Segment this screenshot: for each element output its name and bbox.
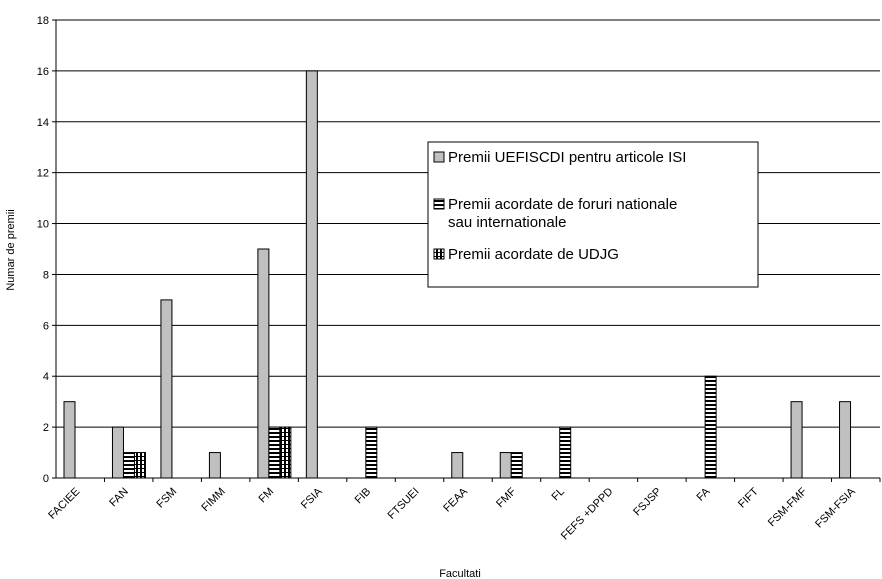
y-tick-label: 14	[37, 117, 49, 129]
bar-fsm-fsia-series-1	[839, 401, 852, 479]
y-tick-label: 2	[43, 422, 49, 434]
x-tick-label: FSM	[154, 486, 179, 511]
x-tick-label: FA	[694, 485, 712, 503]
legend-swatch-foruri	[433, 198, 445, 210]
x-tick-label: FSJSP	[631, 486, 664, 519]
x-axis-title: Facultati	[439, 568, 481, 579]
legend-label-uefiscdi: Premii UEFISCDI pentru articole ISI	[448, 149, 686, 166]
x-tick-label: FM	[257, 486, 277, 506]
bar-fm-series-3	[279, 426, 292, 479]
bar-fsia-series-1	[305, 70, 318, 479]
bar-fsm-fmf-series-1	[790, 401, 803, 479]
axes	[52, 19, 881, 482]
bar-fm-series-2	[268, 426, 281, 479]
x-tick-label: FSM-FMF	[766, 485, 810, 529]
legend-label-foruri-line2: sau internationale	[448, 214, 566, 231]
legend-swatch-udjg	[433, 248, 445, 260]
y-tick-label: 18	[37, 15, 49, 27]
y-tick-label: 4	[43, 371, 49, 383]
bar-feaa-series-1	[451, 452, 464, 479]
legend-swatch-uefiscdi	[433, 151, 445, 163]
bar-faciee-series-1	[63, 401, 76, 479]
y-axis-title: Numar de premii	[5, 209, 17, 290]
x-tick-label: FAN	[107, 486, 131, 510]
bar-fmf-series-1	[499, 452, 512, 479]
bar-fmf-series-2	[510, 452, 523, 479]
x-tick-label: FSIA	[299, 485, 325, 511]
legend-label-udjg: Premii acordate de UDJG	[448, 246, 619, 263]
bar-fl-series-2	[559, 426, 572, 479]
x-tick-label: FTSUEI	[385, 486, 421, 522]
bar-fm-series-1	[257, 248, 270, 479]
y-tick-label: 12	[37, 168, 49, 180]
x-tick-label: FL	[549, 486, 567, 504]
x-tick-label: FIMM	[199, 486, 227, 514]
y-tick-label: 6	[43, 320, 49, 332]
y-tick-label: 8	[43, 269, 49, 281]
bar-fan-series-2	[122, 452, 135, 479]
x-tick-label: FACIEE	[46, 486, 82, 522]
y-tick-label: 0	[43, 473, 49, 485]
x-tick-label: FEFS +DPPD	[559, 486, 616, 543]
y-tick-label: 16	[37, 66, 49, 78]
x-tick-label: FIFT	[736, 485, 761, 510]
bar-fsm-series-1	[160, 299, 173, 479]
x-tick-label: FMF	[494, 485, 519, 510]
legend: Premii UEFISCDI pentru articole ISI Prem…	[427, 141, 759, 288]
bar-fib-series-2	[365, 426, 378, 479]
bar-fimm-series-1	[208, 452, 221, 479]
x-tick-label: FEAA	[441, 485, 470, 514]
x-tick-label: FIB	[353, 486, 374, 507]
y-tick-label: 10	[37, 219, 49, 231]
bar-fan-series-3	[133, 452, 146, 479]
bar-fan-series-1	[111, 426, 124, 479]
legend-label-foruri: Premii acordate de foruri nationale	[448, 196, 677, 213]
legend-box	[427, 141, 759, 288]
x-tick-label: FSM-FSIA	[813, 485, 858, 530]
bar-fa-series-2	[704, 375, 717, 479]
